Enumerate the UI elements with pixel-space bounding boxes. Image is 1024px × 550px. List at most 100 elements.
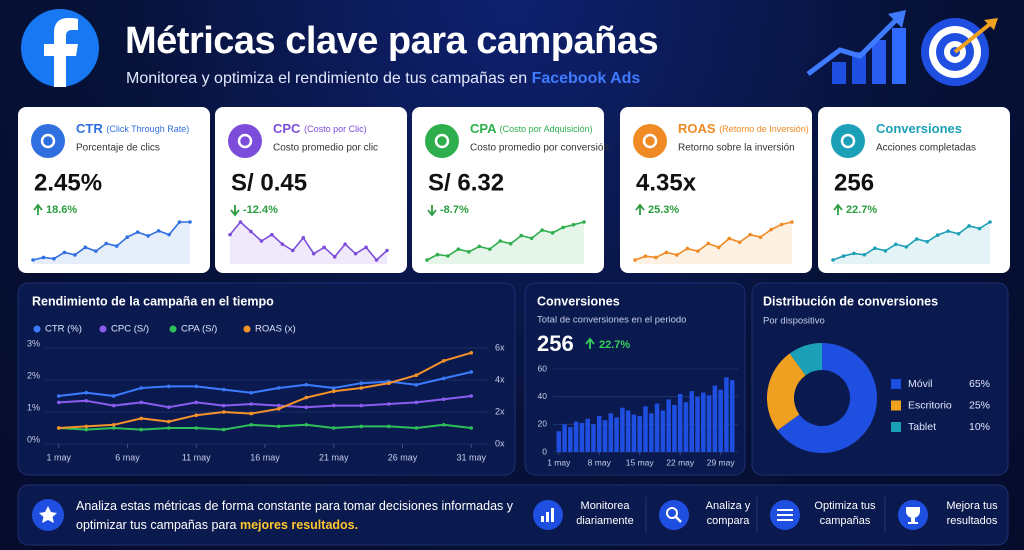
series-point (139, 416, 144, 421)
chart-title: Distribución de conversiones (763, 294, 938, 308)
bar (683, 402, 689, 452)
kpi-icon-glyph (642, 133, 658, 149)
facebook-f (44, 18, 78, 87)
sparkline-point (748, 232, 752, 237)
sparkline-point (311, 251, 316, 256)
series-point (304, 395, 309, 400)
bar-total: 256 (537, 331, 574, 356)
series-point (359, 381, 364, 386)
series-point (441, 423, 446, 427)
kpi-title-text: CPC (273, 121, 301, 136)
kpi-card (620, 107, 812, 273)
series-point (221, 410, 226, 414)
sparkline-point (550, 231, 555, 235)
sparkline-point (425, 258, 429, 262)
sparkline-point (104, 241, 109, 246)
kpi-title-note: (Costo por Adquisición) (500, 124, 593, 134)
bar (689, 391, 695, 452)
bar (637, 416, 642, 452)
sparkline-point (291, 248, 295, 253)
kpi-change: 25.3% (648, 204, 679, 216)
legend-label: Tablet (908, 421, 936, 433)
sparkline-point (456, 247, 461, 251)
y2-tick-label: 6x (495, 342, 505, 352)
kpi-icon-glyph (840, 133, 856, 149)
bar (625, 410, 631, 452)
trend-arrow (33, 203, 43, 215)
trend-arrow (427, 205, 437, 217)
x-tick-label: 8 may (588, 457, 612, 467)
sparkline-point (259, 239, 264, 243)
kpi-description: Retorno sobre la inversión (678, 143, 795, 154)
kpi-title-note: (Retorno de Inversión) (719, 124, 809, 134)
sparkline-point (167, 232, 171, 237)
series-point (441, 359, 446, 363)
sparkline-point (156, 229, 161, 233)
series-point (276, 424, 281, 429)
bar (729, 380, 735, 452)
bar (591, 424, 596, 452)
bar (614, 417, 619, 452)
series-point (84, 399, 89, 403)
kpi-value: S/ 6.32 (428, 169, 504, 196)
chart-subtitle: Total de conversiones en el periodo (537, 315, 686, 326)
x-tick-label: 21 may (319, 452, 349, 462)
sparkline-point (769, 227, 773, 232)
y-tick-label: 60 (538, 363, 548, 373)
chart-title: Rendimiento de la campaña en el tiempo (32, 294, 274, 308)
kpi-description: Costo promedio por clic (273, 143, 378, 154)
legend-value: 10% (969, 421, 990, 433)
kpi-value: 256 (834, 169, 874, 196)
footer-item: Mejora tus resultados (946, 500, 998, 527)
x-tick-label: 1 may (46, 452, 71, 462)
sparkline-point (125, 235, 129, 239)
subtitle: Monitorea y optimiza el rendimiento de t… (126, 70, 640, 88)
x-tick-label: 22 may (666, 457, 695, 467)
sparkline-point (301, 236, 306, 240)
y-tick-label: 20 (538, 419, 548, 429)
series-point (221, 427, 226, 432)
legend-value: 25% (969, 399, 990, 411)
kpi-change: -12.4% (243, 204, 278, 216)
donut-slice (777, 343, 877, 453)
series-point (469, 351, 474, 355)
sparkline-point (498, 239, 503, 243)
bar (608, 413, 614, 452)
sparkline-point (94, 249, 98, 253)
series-point (111, 426, 116, 430)
subtitle-text: Monitorea y optimiza el rendimiento de t… (126, 70, 528, 87)
kpi-title: Conversiones (876, 121, 962, 136)
sparkline-point (862, 252, 867, 257)
kpi-value: 4.35x (636, 169, 697, 196)
series-point (139, 386, 144, 390)
donut-slice (789, 343, 822, 376)
kpi-change: -8.7% (440, 204, 469, 216)
bar (643, 406, 648, 452)
series-point (414, 400, 419, 405)
series-point (414, 373, 419, 378)
bar (724, 377, 729, 452)
sparkline-area (635, 222, 792, 264)
series-point (331, 403, 336, 408)
chart-title: Conversiones (537, 294, 620, 308)
sparkline-point (790, 220, 794, 224)
series-point (359, 386, 364, 390)
sparkline (634, 221, 793, 261)
target-icon (921, 18, 998, 86)
series-point (111, 394, 116, 398)
bar (573, 421, 579, 452)
kpi-description: Porcentaje de clics (76, 143, 160, 154)
sparkline-point (332, 255, 337, 259)
series-point (221, 403, 226, 408)
star (39, 506, 57, 523)
sparkline-point (852, 251, 856, 256)
series-point (111, 423, 116, 427)
sparkline-point (873, 246, 877, 251)
bar (556, 431, 562, 452)
sparkline-point (343, 242, 347, 246)
sparkline-point (41, 255, 46, 260)
sparkline-point (696, 249, 700, 253)
legend-label: CTR (%) (45, 324, 82, 335)
sparkline-point (146, 234, 150, 238)
